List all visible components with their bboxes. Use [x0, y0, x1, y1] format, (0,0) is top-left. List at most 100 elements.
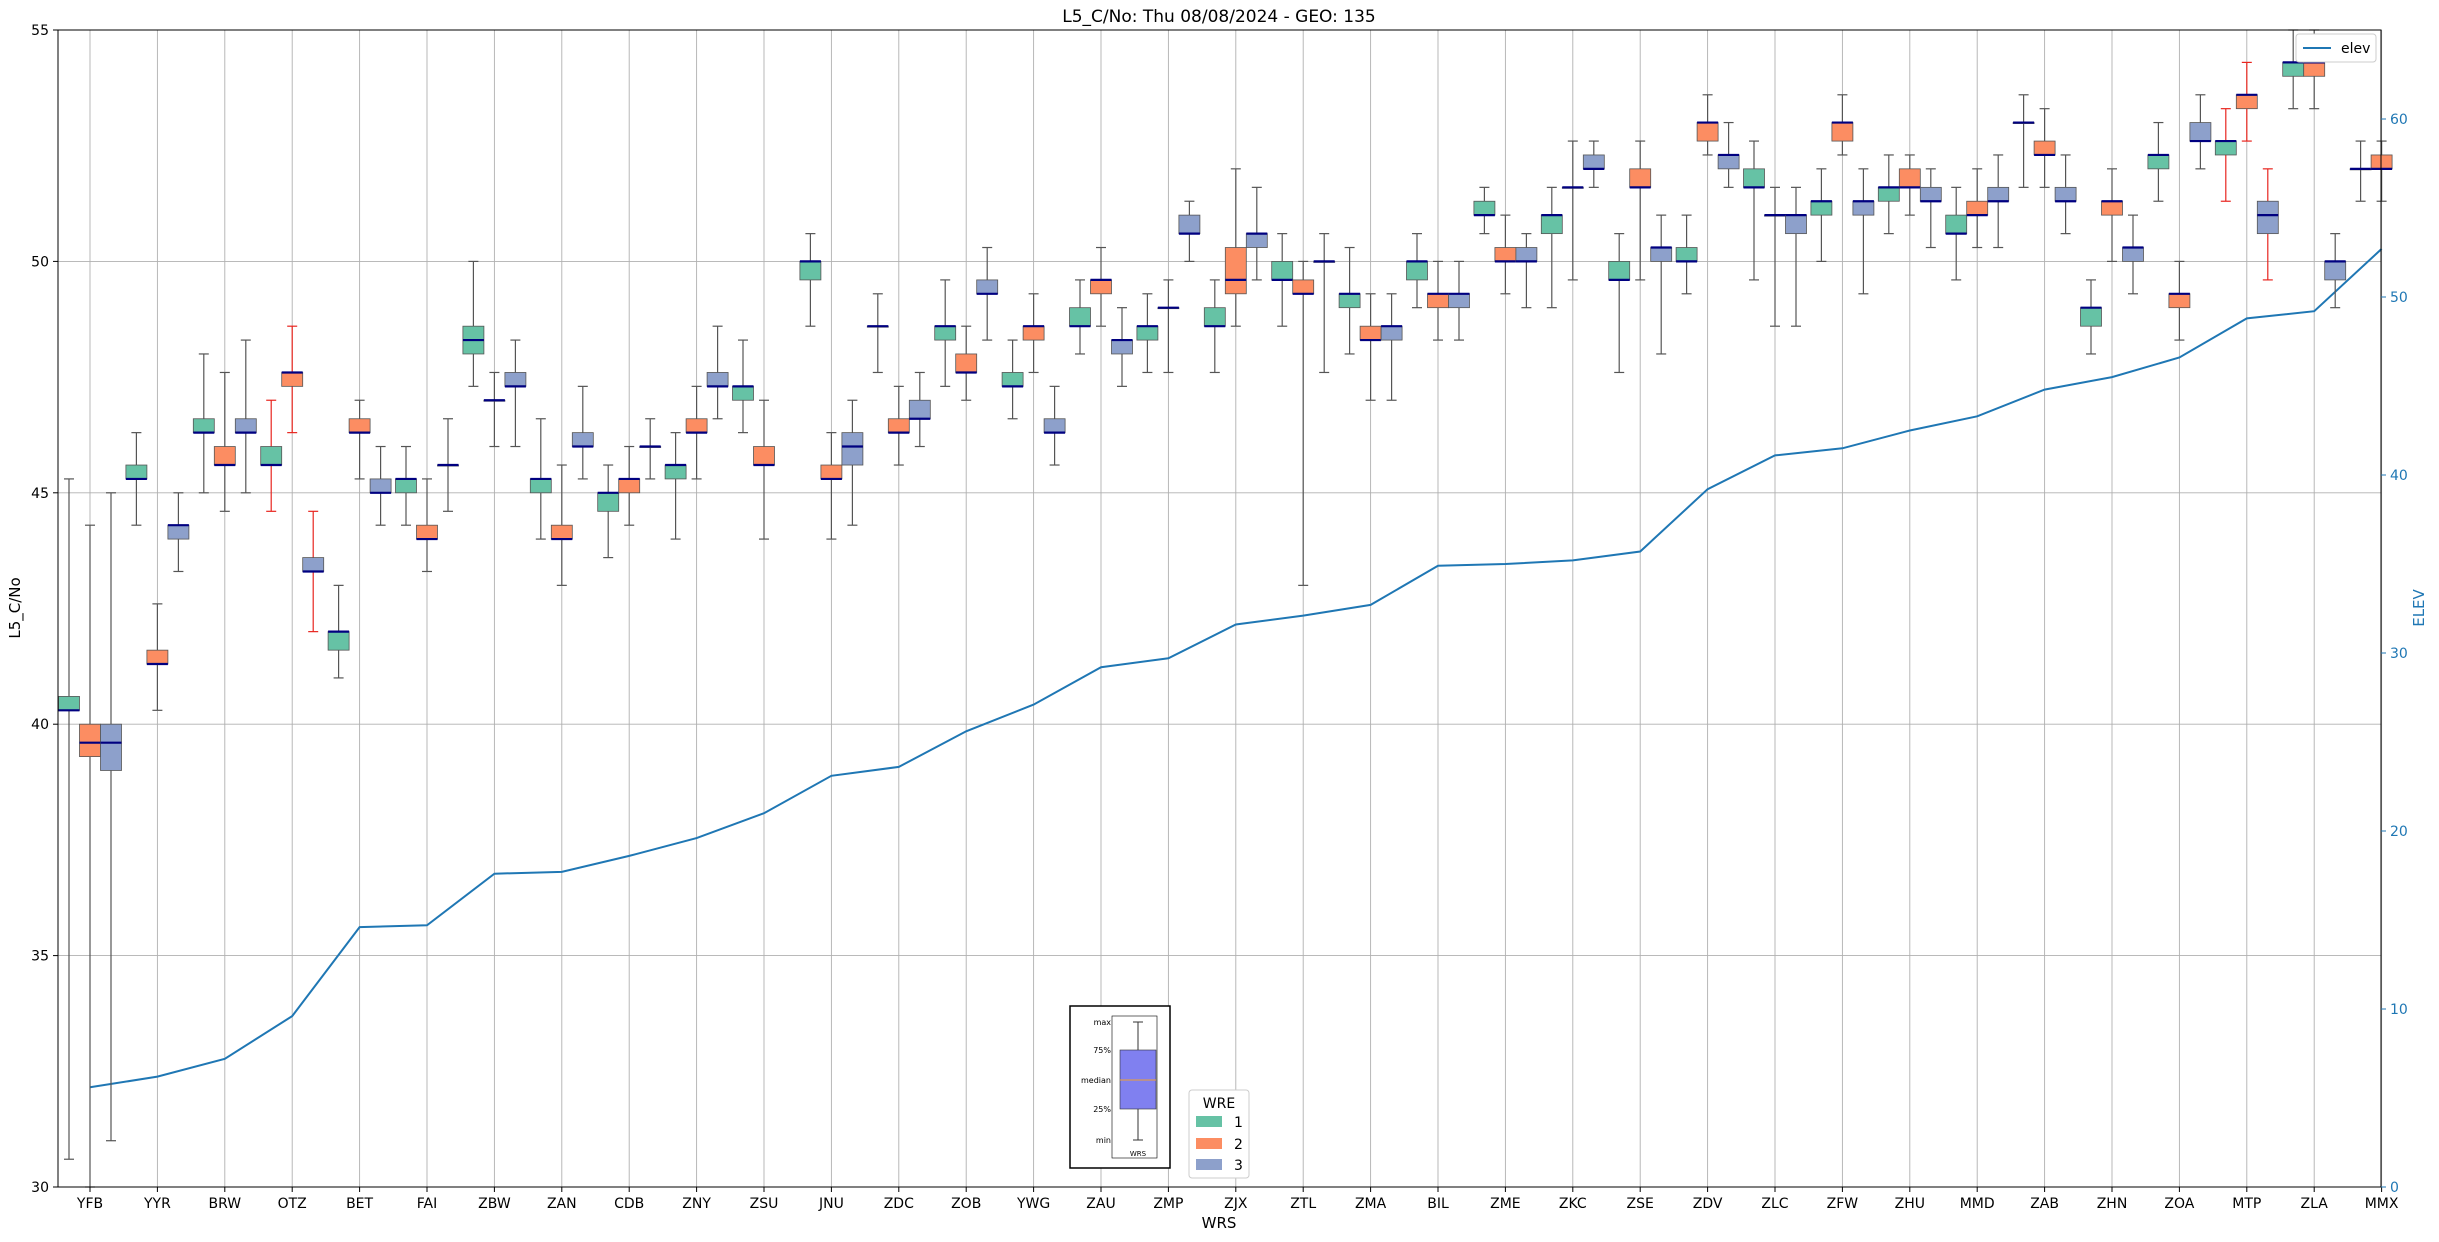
x-tick-label: OTZ: [278, 1196, 307, 1212]
box-ZSU-wre2: [753, 399, 775, 540]
box-iqr: [1111, 339, 1133, 355]
wre-legend-swatch-1: [1196, 1116, 1222, 1127]
box-ZNY-wre2: [685, 385, 708, 480]
box-ZAN-wre3: [571, 385, 594, 480]
box-ZLA-wre1: [2282, 29, 2305, 110]
box-iqr: [1945, 214, 1968, 235]
box-iqr: [1919, 186, 1942, 202]
box-iqr: [1717, 154, 1740, 170]
box-iqr: [416, 524, 438, 540]
box-ZSE-wre3: [1650, 214, 1673, 355]
box-ZOB-wre1: [934, 279, 957, 387]
x-tick-label: ZME: [1490, 1196, 1521, 1212]
box-iqr: [597, 492, 620, 512]
box-ZOA-wre3: [2189, 94, 2212, 170]
box-ZAB-wre3: [2054, 154, 2077, 235]
box-iqr: [1224, 247, 1247, 295]
box-YFB-wre1: [58, 478, 80, 1160]
box-iqr: [1877, 186, 1900, 202]
box-iqr: [1675, 247, 1698, 262]
box-OTZ-wre1: [260, 399, 283, 512]
box-FAI-wre3: [437, 418, 459, 512]
x-axis-label: WRS: [1202, 1214, 1237, 1232]
box-iqr: [1292, 279, 1315, 295]
box-ZAU-wre2: [1090, 246, 1112, 327]
box-ZDC-wre1: [866, 293, 889, 374]
box-MMX-wre1: [2349, 140, 2372, 202]
box-CDB-wre1: [597, 464, 620, 559]
y-axis-label: L5_C/No: [6, 577, 25, 638]
box-iqr: [1785, 214, 1807, 235]
x-tick-label: ZDC: [884, 1196, 914, 1212]
box-iqr: [1696, 122, 1719, 142]
x-tick-label: YYR: [143, 1196, 171, 1212]
box-iqr: [1022, 325, 1045, 341]
box-JNU-wre3: [841, 399, 864, 526]
box-ZDV-wre3: [1717, 121, 1740, 188]
box-ZLA-wre3: [2324, 233, 2347, 309]
box-ZDV-wre1: [1675, 214, 1698, 295]
box-ZHU-wre1: [1877, 154, 1900, 235]
x-tick-label: CDB: [614, 1196, 644, 1212]
box-YWG-wre3: [1043, 385, 1066, 466]
box-layer: [58, 29, 2393, 1188]
box-iqr: [706, 372, 729, 387]
box-ZSE-wre2: [1629, 140, 1652, 281]
box-MMD-wre1: [1945, 186, 1968, 281]
box-ZHU-wre3: [1919, 168, 1942, 249]
x-tick-label: ZHN: [2097, 1196, 2128, 1212]
y-tick-label: 40: [31, 717, 49, 733]
box-iqr: [1852, 200, 1875, 216]
box-iqr: [2370, 154, 2393, 170]
box-BIL-wre1: [1406, 233, 1428, 309]
box-MTP-wre1: [2214, 108, 2237, 202]
box-ZMP-wre1: [1136, 293, 1159, 374]
box-iqr: [841, 432, 864, 466]
box-iqr: [348, 418, 371, 434]
box-iqr: [1494, 247, 1517, 262]
box-YFB-wre3: [100, 492, 122, 1142]
x-tick-label: YWG: [1016, 1196, 1050, 1212]
box-ZAB-wre1: [2012, 94, 2035, 188]
wre-legend-label-1: 1: [1234, 1115, 1243, 1131]
x-tick-label: ZMP: [1153, 1196, 1183, 1212]
box-iqr: [1810, 200, 1833, 216]
x-tick-label: BIL: [1427, 1196, 1449, 1212]
box-MMD-wre3: [1987, 154, 2010, 249]
box-BRW-wre1: [192, 353, 215, 494]
reference-label-q3: 75%: [1093, 1046, 1111, 1055]
box-iqr: [934, 325, 957, 341]
box-ZTL-wre2: [1292, 260, 1315, 586]
box-ZJX-wre2: [1224, 168, 1247, 327]
wre-legend-swatch-2: [1196, 1138, 1222, 1149]
y2-tick-label: 60: [2390, 112, 2408, 128]
box-iqr: [1515, 247, 1538, 262]
x-tick-label: ZMA: [1355, 1196, 1387, 1212]
y2-tick-label: 50: [2390, 290, 2408, 306]
reference-label-q1: 25%: [1093, 1105, 1111, 1114]
chart-title: L5_C/No: Thu 08/08/2024 - GEO: 135: [1062, 7, 1375, 27]
box-iqr: [2214, 140, 2237, 156]
box-iqr: [2101, 200, 2123, 216]
box-ZDC-wre2: [887, 385, 910, 466]
box-iqr: [732, 385, 754, 401]
box-iqr: [58, 696, 80, 711]
box-iqr: [1898, 168, 1921, 188]
x-tick-label: ZOA: [2164, 1196, 2194, 1212]
y-tick-label: 35: [31, 949, 49, 965]
elev-legend-frame: [2295, 33, 2377, 63]
box-iqr: [1831, 122, 1854, 142]
box-ZSU-wre1: [732, 339, 754, 434]
box-iqr: [1043, 418, 1066, 434]
box-iqr: [2256, 200, 2279, 235]
box-iqr: [1406, 260, 1428, 281]
box-FAI-wre2: [416, 478, 438, 573]
box-iqr: [976, 279, 999, 295]
box-MTP-wre2: [2235, 61, 2258, 142]
box-iqr: [955, 353, 978, 373]
box-ZSE-wre1: [1608, 233, 1631, 374]
box-iqr: [1090, 279, 1112, 295]
x-tick-label: ZAB: [2030, 1196, 2059, 1212]
x-tick-label: ZLC: [1761, 1196, 1788, 1212]
